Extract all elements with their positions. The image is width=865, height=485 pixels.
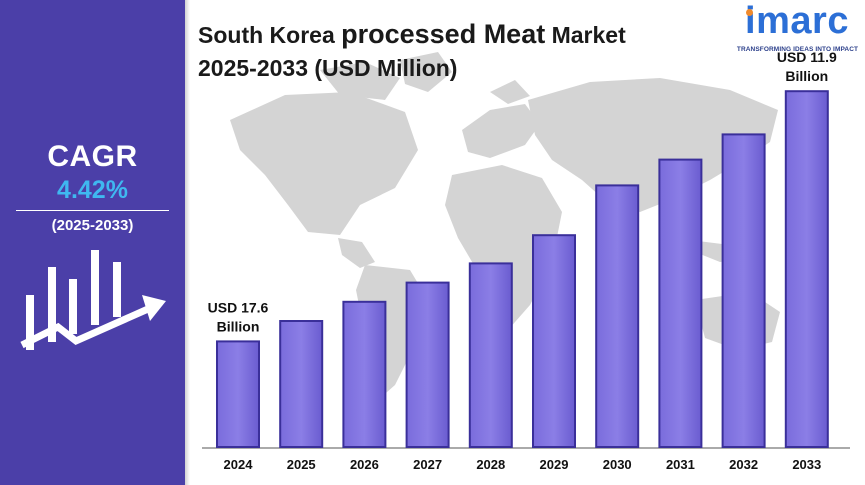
- data-label-2033-line1: USD 11.9: [777, 49, 837, 65]
- cagr-label: CAGR: [47, 140, 138, 173]
- bar-2028: [468, 262, 513, 448]
- bar-2033: [784, 90, 829, 448]
- chart-area: South Korea processed Meat Market 2025-2…: [190, 0, 865, 485]
- data-label-2024-line1: USD 17.6: [208, 299, 269, 315]
- imarc-logo: imarc TRANSFORMING IDEAS INTO IMPACT: [735, 0, 860, 56]
- bar-2032: [721, 133, 766, 448]
- x-tick-label-2028: 2028: [476, 457, 505, 472]
- bar-growth-arrow-icon: [20, 250, 166, 350]
- chart-title-line2: 2025-2033 (USD Million): [198, 55, 458, 81]
- cagr-period: (2025-2033): [51, 217, 134, 234]
- bar-2029: [532, 234, 576, 448]
- cagr-divider: [16, 210, 169, 211]
- x-tick-label-2025: 2025: [287, 457, 316, 472]
- chart-title-part1: South Korea: [198, 22, 342, 48]
- logo-dot-icon: [746, 9, 753, 16]
- logo-tagline: TRANSFORMING IDEAS INTO IMPACT: [736, 46, 859, 53]
- bar-2030: [595, 184, 640, 448]
- x-tick-label-2026: 2026: [350, 457, 379, 472]
- bar-chart: 2024 2025 2026 2027 2028 2029 2030 2031 2032 2033…: [202, 49, 850, 472]
- bar-2024: [216, 340, 260, 448]
- x-tick-label-2030: 2030: [603, 457, 632, 472]
- bar-2027: [405, 281, 450, 448]
- cagr-value: 4.42%: [57, 176, 128, 204]
- x-tick-label-2033: 2033: [792, 457, 821, 472]
- x-tick-label-2029: 2029: [540, 457, 569, 472]
- chart-title-part2: processed Meat: [341, 19, 546, 49]
- chart-title: South Korea processed Meat Market 2025-2…: [198, 18, 718, 85]
- x-tick-label-2032: 2032: [729, 457, 758, 472]
- bar-2026: [342, 300, 387, 448]
- x-tick-label-2031: 2031: [666, 457, 695, 472]
- x-tick-label-2027: 2027: [413, 457, 442, 472]
- chart-title-part3: Market: [545, 22, 626, 48]
- bar-2031: [658, 158, 703, 448]
- bar-2025: [279, 320, 324, 448]
- sidebar-shadow: [185, 0, 190, 485]
- x-tick-label-2024: 2024: [224, 457, 254, 472]
- data-label-2024-line2: Billion: [217, 318, 260, 334]
- cagr-sidebar: CAGR 4.42% (2025-2033): [0, 0, 190, 485]
- logo-word: imarc: [745, 0, 849, 42]
- data-label-2033-line2: Billion: [785, 68, 828, 84]
